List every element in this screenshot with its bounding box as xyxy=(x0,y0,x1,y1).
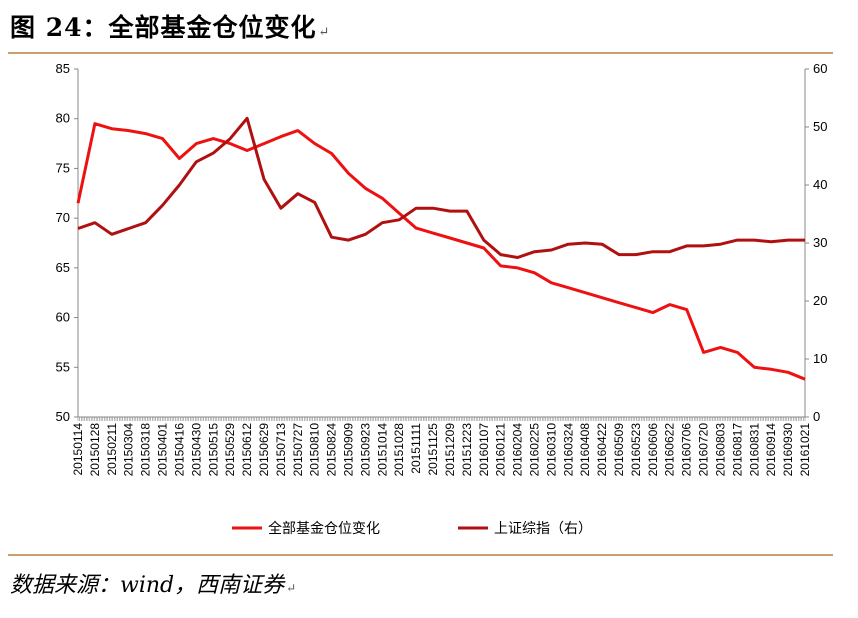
x-tick-label: 20160204 xyxy=(511,423,525,477)
paragraph-mark-icon: ↵ xyxy=(286,581,297,595)
x-axis-minor-ticks xyxy=(77,417,806,421)
x-tick-label: 20150529 xyxy=(223,423,237,477)
chart-legend: 全部基金仓位变化 上证综指（右） xyxy=(232,520,592,537)
x-tick-label: 20160817 xyxy=(730,423,744,477)
x-tick-label: 20150114 xyxy=(71,423,85,476)
y-left-tick-label: 65 xyxy=(56,260,70,275)
x-tick-label: 20151028 xyxy=(392,423,406,477)
bottom-divider xyxy=(8,554,833,556)
x-tick-label: 20160509 xyxy=(612,423,626,477)
y-right-tick-label: 0 xyxy=(813,409,820,424)
y-left-tick-label: 80 xyxy=(56,111,70,126)
x-tick-label: 20160831 xyxy=(747,423,761,477)
series-line-sse-index xyxy=(77,116,805,259)
x-tick-label: 20151125 xyxy=(426,423,440,476)
x-tick-label: 20160107 xyxy=(477,423,491,477)
x-tick-label: 20150923 xyxy=(358,423,372,477)
top-divider xyxy=(8,52,833,54)
x-tick-label: 20150401 xyxy=(156,423,170,477)
x-tick-label: 20150727 xyxy=(291,423,305,477)
x-tick-label: 20160225 xyxy=(527,423,541,477)
x-tick-label: 20150713 xyxy=(274,423,288,477)
y-right-tick-label: 60 xyxy=(813,61,827,76)
legend-label: 上证综指（右） xyxy=(494,521,592,537)
x-tick-label: 20151209 xyxy=(443,423,457,477)
source-text: 数据来源：wind，西南证券 xyxy=(10,573,285,598)
y-left-tick-label: 75 xyxy=(56,160,70,175)
x-tick-label: 20160310 xyxy=(544,423,558,477)
x-tick-label: 20150909 xyxy=(342,423,356,477)
x-tick-label: 20150128 xyxy=(88,423,102,477)
source-note: 数据来源：wind，西南证券 ↵ xyxy=(10,567,296,599)
y-right-tick-label: 10 xyxy=(813,351,827,366)
legend-label: 全部基金仓位变化 xyxy=(268,520,380,537)
x-tick-label: 20150211 xyxy=(105,423,119,476)
x-tick-label: 20160606 xyxy=(646,423,660,477)
y-right-tick-label: 40 xyxy=(813,177,827,192)
x-tick-label: 20160523 xyxy=(629,423,643,477)
x-tick-label: 20160803 xyxy=(713,423,727,477)
x-tick-label: 20161021 xyxy=(798,423,812,477)
x-tick-label: 20151223 xyxy=(460,423,474,477)
y-left-tick-label: 85 xyxy=(56,61,70,76)
x-tick-label: 20160930 xyxy=(781,423,795,477)
x-tick-label: 20160622 xyxy=(663,423,677,477)
y-left-tick-label: 50 xyxy=(56,409,70,424)
x-tick-label: 20160408 xyxy=(578,423,592,477)
x-tick-label: 20160422 xyxy=(595,423,609,477)
x-tick-label: 20150318 xyxy=(139,423,153,477)
y-left-tick-label: 55 xyxy=(56,359,70,374)
x-tick-label: 20160914 xyxy=(764,423,778,477)
x-tick-label: 20150515 xyxy=(206,423,220,477)
y-right-tick-label: 30 xyxy=(813,235,827,250)
y-left-tick-label: 70 xyxy=(56,210,70,225)
x-tick-label: 20150824 xyxy=(325,423,339,477)
x-tick-label: 20150304 xyxy=(122,423,136,477)
x-tick-label: 20160706 xyxy=(680,423,694,477)
figure-title: 图 24：全部基金仓位变化 ↵ xyxy=(10,8,330,44)
figure-title-text: 图 24：全部基金仓位变化 xyxy=(10,13,317,42)
y-right-tick-label: 50 xyxy=(813,119,827,134)
y-right-tick-label: 20 xyxy=(813,293,827,308)
x-tick-label: 20150629 xyxy=(257,423,271,477)
chart-series xyxy=(76,116,806,381)
x-tick-label: 20151111 xyxy=(409,423,423,474)
x-tick-label: 20150810 xyxy=(308,423,322,477)
x-tick-label: 20151014 xyxy=(375,423,389,477)
x-tick-label: 20160324 xyxy=(561,423,575,477)
y-left-tick-label: 60 xyxy=(56,310,70,325)
x-tick-label: 20150430 xyxy=(189,423,203,477)
x-tick-label: 20150612 xyxy=(240,423,254,477)
x-tick-label: 20160121 xyxy=(494,423,508,477)
x-tick-label: 20150416 xyxy=(172,423,186,477)
series-line-fund-position xyxy=(76,122,806,381)
x-tick-label: 20160720 xyxy=(697,423,711,477)
paragraph-mark-icon: ↵ xyxy=(318,25,331,40)
